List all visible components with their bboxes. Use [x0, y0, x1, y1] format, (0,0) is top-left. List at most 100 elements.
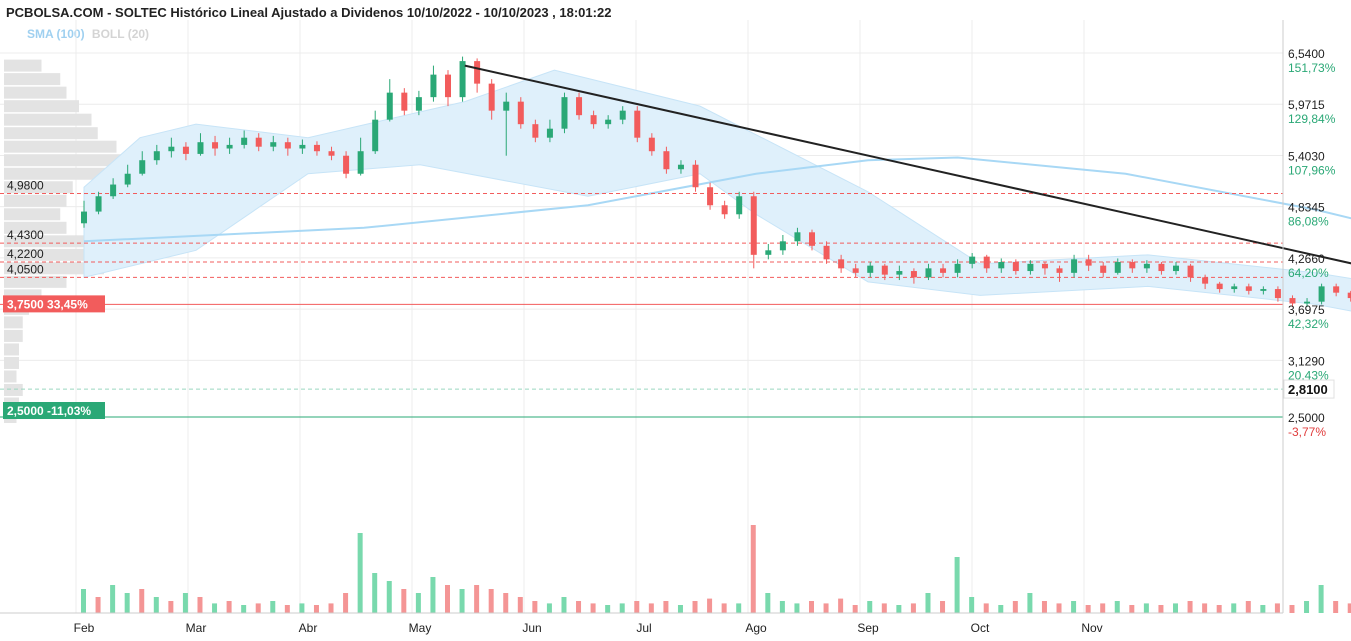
y-tick-price: 3,6975: [1288, 303, 1325, 317]
volume-bar: [1071, 601, 1077, 613]
candle-body: [1114, 262, 1121, 273]
current-price-box: [1283, 379, 1335, 399]
volume-profile-bar: [4, 113, 92, 126]
candle-body: [124, 173, 131, 185]
y-tick-price: 2,5000: [1288, 411, 1325, 425]
y-tick-price: 5,9715: [1288, 98, 1325, 112]
volume-bar: [750, 525, 756, 613]
level-label: 4,2200: [7, 247, 44, 261]
volume-bar: [313, 605, 319, 613]
candle-body: [1027, 263, 1034, 272]
candle-body: [750, 196, 757, 255]
candle-body: [838, 259, 845, 269]
candle-body: [546, 128, 553, 138]
volume-bar: [503, 593, 509, 613]
volume-bar: [459, 589, 465, 613]
candle-body: [255, 137, 262, 147]
volume-bar: [1012, 601, 1018, 613]
candle-body: [954, 263, 961, 273]
candle-body: [1129, 262, 1136, 269]
volume-bar: [1260, 605, 1266, 613]
volume-bar: [867, 601, 873, 613]
y-tick-percent: 86,08%: [1288, 215, 1329, 229]
candle-body: [881, 265, 888, 275]
x-tick-label: Jul: [636, 621, 651, 635]
candle-body: [663, 151, 670, 170]
candle-body: [925, 268, 932, 278]
x-tick-label: May: [409, 621, 432, 635]
level-label: 4,4300: [7, 228, 44, 242]
volume-bar: [998, 605, 1004, 613]
volume-bar: [153, 597, 159, 613]
volume-bar: [241, 605, 247, 613]
volume-bar: [357, 533, 363, 613]
candle-body: [969, 256, 976, 264]
candle-body: [692, 164, 699, 188]
candle-body: [561, 97, 568, 129]
candle-body: [1245, 286, 1252, 291]
candle-body: [779, 241, 786, 251]
volume-bar: [532, 601, 538, 613]
candle-body: [648, 137, 655, 152]
y-tick-price: 4,8345: [1288, 201, 1325, 215]
y-tick-percent: 151,73%: [1288, 61, 1336, 75]
volume-bar: [1245, 601, 1251, 613]
volume-bar: [1158, 605, 1164, 613]
candle-body: [1274, 289, 1281, 299]
volume-bar: [474, 585, 480, 613]
x-tick-label: Nov: [1081, 621, 1102, 635]
volume-bar: [983, 603, 989, 613]
bollinger-band: [83, 69, 1351, 312]
volume-bar: [546, 603, 552, 613]
volume-bar: [940, 601, 946, 613]
candle-body: [1289, 298, 1296, 304]
candle-body: [1318, 286, 1325, 302]
candle-body: [1202, 277, 1209, 284]
resistance-box: [3, 295, 105, 313]
candle-body: [110, 184, 117, 197]
volume-bar: [1289, 605, 1295, 613]
volume-profile-bar: [4, 316, 23, 329]
volume-profile-bar: [4, 383, 23, 396]
candle-body: [983, 256, 990, 269]
candle-body: [721, 205, 728, 215]
volume-profile-bar: [4, 329, 23, 342]
volume-bar: [590, 603, 596, 613]
volume-bar: [1114, 601, 1120, 613]
candle-body: [1100, 265, 1107, 273]
legend-boll[interactable]: BOLL (20): [91, 27, 150, 41]
legend-sma[interactable]: SMA (100): [27, 27, 85, 41]
volume-bar: [270, 601, 276, 613]
volume-bar: [648, 603, 654, 613]
volume-bar: [343, 593, 349, 613]
volume-profile-bar: [4, 167, 111, 180]
candle-body: [415, 97, 422, 111]
volume-bar: [255, 603, 261, 613]
candle-body: [197, 142, 204, 154]
candle-body: [153, 151, 160, 161]
candle-body: [474, 61, 481, 84]
volume-bar: [809, 601, 814, 613]
volume-bar: [1216, 605, 1222, 613]
candle-body: [1173, 265, 1179, 272]
volume-bar: [619, 603, 625, 613]
candle-body: [343, 155, 350, 174]
candle-body: [445, 74, 451, 98]
y-tick-price: 4,2660: [1288, 252, 1325, 266]
volume-profile-bar: [4, 86, 67, 99]
volume-bar: [1143, 603, 1149, 613]
candle-body: [372, 119, 379, 152]
volume-profile: [4, 59, 129, 424]
volume-bar: [779, 601, 785, 613]
volume-bar: [692, 601, 698, 613]
volume-bar: [81, 589, 86, 613]
candle-body: [532, 124, 539, 138]
candle-body: [139, 160, 146, 174]
volume-profile-bar: [4, 154, 129, 167]
candle-body: [1041, 263, 1048, 269]
candle-body: [896, 271, 903, 275]
volume-bar: [954, 557, 960, 613]
